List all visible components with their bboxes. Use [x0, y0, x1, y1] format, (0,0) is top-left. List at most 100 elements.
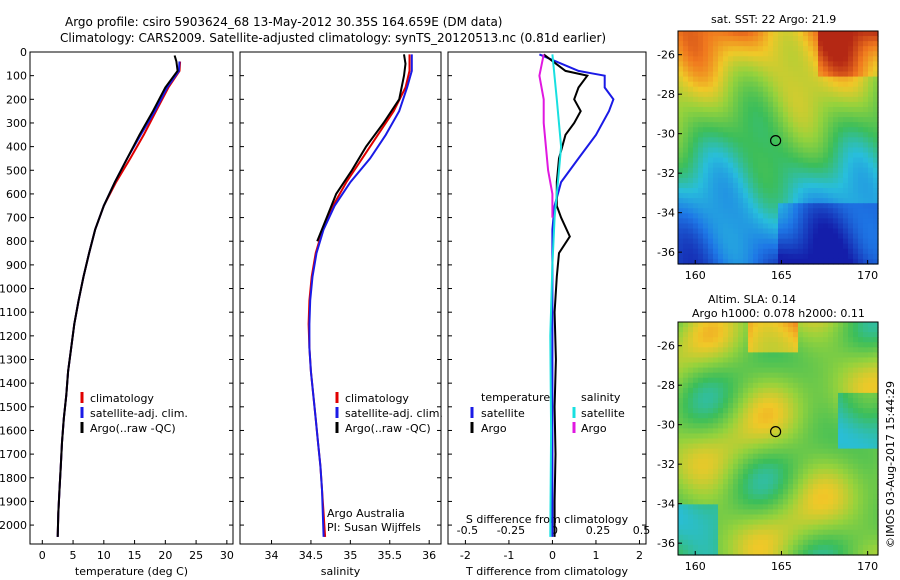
map-cell	[818, 453, 824, 460]
map-cell	[688, 539, 694, 546]
map-cell	[863, 61, 869, 68]
map-cell	[828, 101, 834, 108]
map-cell	[743, 489, 749, 495]
map-cell	[683, 112, 689, 118]
map-cell	[863, 423, 869, 429]
map-cell	[868, 96, 874, 103]
map-cell	[788, 208, 794, 214]
map-cell	[833, 357, 839, 364]
map-cell	[738, 484, 744, 490]
map-cell	[818, 428, 824, 435]
map-cell	[698, 91, 704, 98]
map-cell	[873, 142, 879, 149]
map-cell	[858, 167, 864, 174]
institution-annotation: Argo Australia	[327, 507, 405, 520]
map-cell	[703, 76, 709, 83]
map-cell	[798, 332, 804, 338]
map-cell	[868, 51, 874, 57]
map-cell	[863, 387, 869, 394]
map-cell	[778, 433, 784, 440]
map-cell	[848, 132, 854, 138]
map-cell	[683, 76, 689, 83]
map-cell	[838, 514, 844, 521]
map-cell	[753, 117, 759, 123]
map-cell	[873, 96, 879, 103]
map-cell	[778, 418, 784, 424]
map-cell	[718, 243, 724, 250]
map-cell	[868, 438, 874, 445]
map-cell	[803, 101, 809, 108]
map-cell	[808, 96, 814, 103]
map-cell	[858, 332, 864, 338]
map-cell	[753, 347, 759, 353]
map-cell	[753, 539, 759, 546]
map-cell	[798, 403, 804, 409]
map-cell	[753, 172, 759, 179]
map-cell	[818, 347, 824, 353]
map-cell	[798, 233, 804, 240]
map-cell	[823, 86, 829, 93]
map-cell	[678, 397, 684, 404]
map-cell	[773, 413, 779, 419]
map-cell	[728, 413, 734, 419]
map-cell	[698, 413, 704, 419]
map-cell	[828, 213, 834, 220]
map-cell	[738, 438, 744, 445]
map-cell	[738, 248, 744, 255]
map-cell	[828, 56, 834, 62]
map-cell	[783, 443, 789, 450]
map-cell	[843, 362, 849, 369]
map-cell	[683, 438, 689, 445]
map-cell	[828, 51, 834, 57]
map-cell	[748, 529, 754, 536]
map-cell	[788, 223, 794, 230]
map-cell	[833, 504, 839, 511]
map-cell	[813, 484, 819, 490]
map-cell	[813, 458, 819, 465]
map-cell	[848, 228, 854, 235]
map-cell	[718, 157, 724, 164]
map-cell	[728, 233, 734, 240]
map-cell	[748, 509, 754, 516]
map-cell	[728, 479, 734, 485]
map-cell	[863, 127, 869, 133]
map-cell	[793, 453, 799, 460]
map-cell	[783, 473, 789, 480]
map-cell	[853, 198, 859, 204]
map-cell	[698, 66, 704, 73]
map-cell	[748, 463, 754, 470]
map-cell	[743, 106, 749, 113]
y-tick-label: 400	[6, 141, 27, 154]
map-cell	[843, 382, 849, 389]
map-cell	[738, 347, 744, 353]
map-cell	[743, 352, 749, 359]
map-cell	[753, 458, 759, 465]
map-cell	[768, 193, 774, 199]
map-cell	[868, 408, 874, 414]
map-cell	[748, 112, 754, 118]
map-cell	[783, 61, 789, 68]
map-cell	[718, 332, 724, 338]
x-tick-label-T: 2	[636, 549, 643, 562]
map-cell	[758, 106, 764, 113]
map-cell	[853, 524, 859, 531]
map-cell	[728, 248, 734, 255]
map-cell	[703, 172, 709, 179]
map-cell	[828, 223, 834, 230]
map-cell	[763, 428, 769, 435]
map-cell	[683, 549, 689, 556]
map-cell	[853, 357, 859, 364]
y-tick-label: 300	[6, 117, 27, 130]
map-cell	[818, 539, 824, 546]
map-cell	[803, 36, 809, 42]
map-cell	[763, 106, 769, 113]
series-line-t-argo	[543, 53, 590, 537]
map-cell	[753, 152, 759, 159]
map-cell	[798, 322, 804, 328]
map-cell	[778, 519, 784, 526]
map-cell	[753, 408, 759, 414]
map-cell	[843, 177, 849, 184]
map-cell	[788, 172, 794, 179]
map-y-tick-label: -28	[657, 379, 675, 392]
map-cell	[678, 172, 684, 179]
